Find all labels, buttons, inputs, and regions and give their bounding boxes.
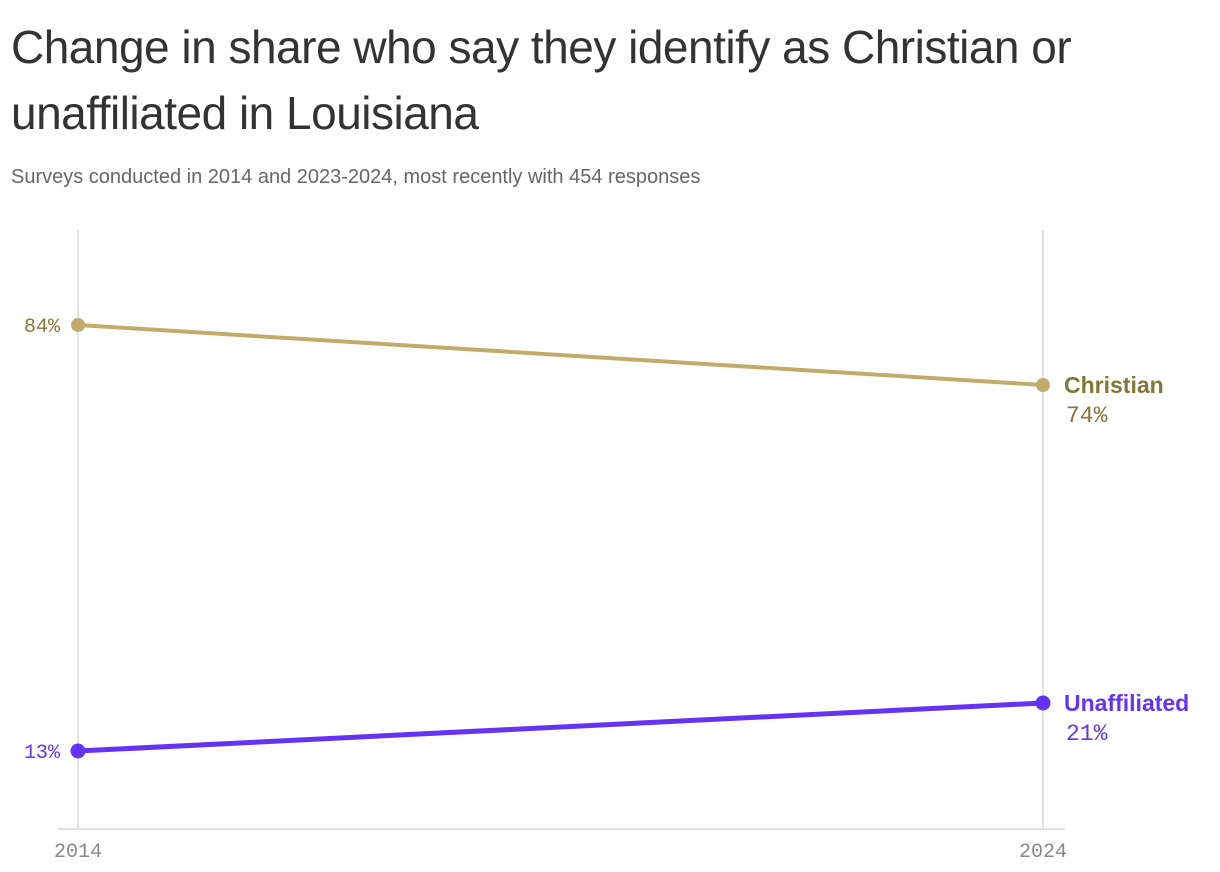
series-name-christian: Christian bbox=[1064, 372, 1164, 398]
chart-title: Change in share who say they identify as… bbox=[11, 21, 1072, 139]
line-unaffiliated bbox=[77, 700, 1044, 754]
label-christian-2014: 84% bbox=[24, 316, 61, 339]
label-unaffiliated-2024: 21% bbox=[1066, 721, 1108, 747]
point-christian-2014 bbox=[71, 318, 85, 332]
point-christian-2024 bbox=[1036, 378, 1050, 392]
label-unaffiliated-2014: 13% bbox=[24, 742, 61, 765]
chart-subtitle: Surveys conducted in 2014 and 2023-2024,… bbox=[11, 166, 701, 188]
series-name-unaffiliated: Unaffiliated bbox=[1064, 690, 1189, 716]
x-tick-2024: 2024 bbox=[1019, 841, 1067, 864]
x-tick-2014: 2014 bbox=[54, 841, 102, 864]
line-christian bbox=[77, 323, 1044, 387]
point-unaffiliated-2024 bbox=[1035, 695, 1051, 711]
label-christian-2024: 74% bbox=[1066, 403, 1108, 429]
point-unaffiliated-2014 bbox=[70, 743, 86, 759]
